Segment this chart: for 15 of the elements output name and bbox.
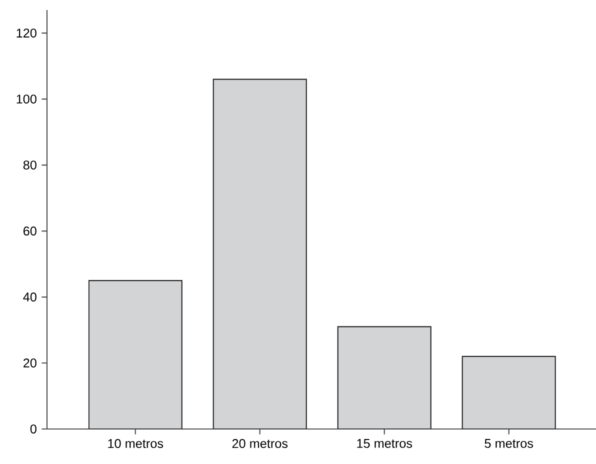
y-tick-label: 120 [16,28,36,38]
bar [88,280,182,429]
bar [462,356,556,429]
bar [337,326,432,429]
y-tick-label: 100 [16,94,36,104]
y-tick-label: 40 [23,292,36,302]
y-tick-label: 0 [30,424,36,434]
x-tick-label: 20 metros [232,439,288,448]
x-tick-label: 5 metros [484,439,534,448]
y-tick-label: 60 [24,226,36,236]
y-tick-label: 20 [23,358,36,368]
y-tick-label: 80 [23,160,36,170]
x-tick-label: 15 metros [357,439,412,448]
bar [212,78,307,429]
x-tick-label: 10 metros [108,439,164,448]
